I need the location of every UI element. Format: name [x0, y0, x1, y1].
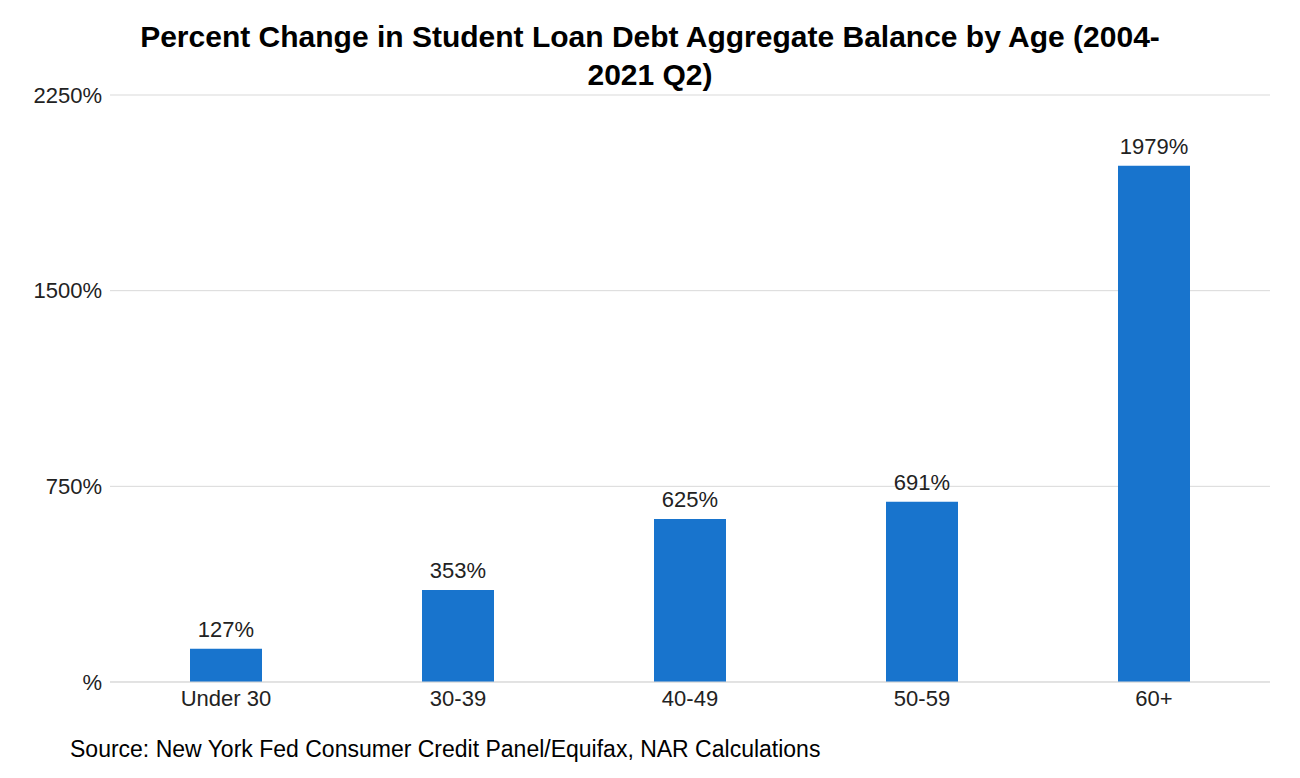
html-text:Percent Change in Student Loan: Percent Change in Student Loan Debt Aggr… — [140, 20, 1160, 91]
svg-text:50-59: 50-59 — [894, 686, 950, 711]
svg-text:353%: 353% — [430, 558, 486, 583]
svg-text:2250%: 2250% — [33, 83, 102, 108]
svg-text:Under 30: Under 30 — [181, 686, 272, 711]
svg-text:%: % — [82, 670, 102, 695]
svg-text:30-39: 30-39 — [430, 686, 486, 711]
svg-text:750%: 750% — [46, 474, 102, 499]
svg-text:1979%: 1979% — [1120, 134, 1189, 159]
svg-text:60+: 60+ — [1135, 686, 1172, 711]
svg-text:625%: 625% — [662, 487, 718, 512]
svg-text:691%: 691% — [894, 470, 950, 495]
svg-text:1500%: 1500% — [33, 278, 102, 303]
svg-text:127%: 127% — [198, 617, 254, 642]
svg-text:40-49: 40-49 — [662, 686, 718, 711]
html-text:Source: New York Fed Consumer: Source: New York Fed Consumer Credit Pan… — [70, 736, 821, 762]
